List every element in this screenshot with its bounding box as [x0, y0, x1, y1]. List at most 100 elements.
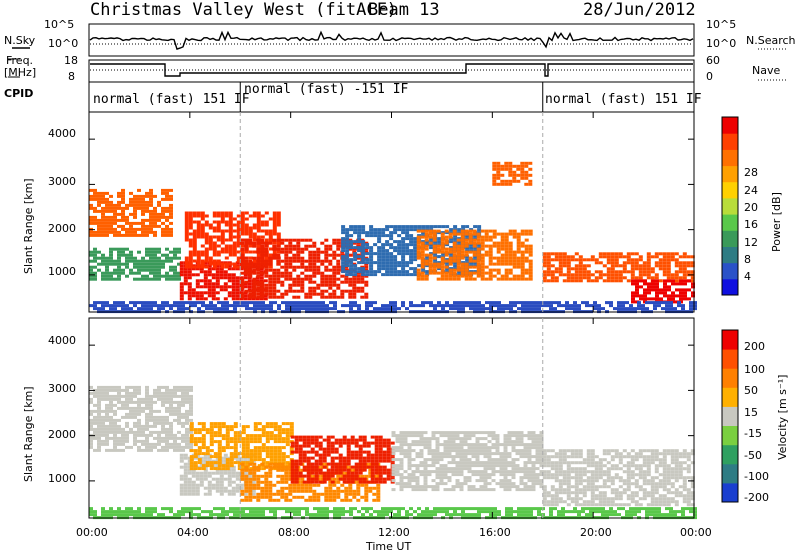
velocity-band-cell-3 [268, 480, 273, 484]
power-band-cell-6 [492, 232, 497, 236]
velocity-band-cell-5 [459, 437, 464, 441]
power-band-cell-8 [670, 252, 675, 256]
power-band-cell-4 [280, 295, 285, 299]
velocity-band-cell-2 [253, 434, 258, 438]
velocity-band-cell-5 [479, 437, 484, 441]
velocity-band-cell-0 [101, 421, 105, 425]
velocity-band-cell-2 [225, 434, 230, 438]
velocity-band-cell-5 [487, 467, 492, 471]
power-band-cell-4 [268, 277, 273, 281]
power-band-cell-4 [268, 256, 273, 260]
power-band-cell-3 [240, 229, 245, 233]
velocity-band-cell-4 [298, 435, 303, 439]
power-band-cell-1 [101, 277, 105, 281]
power-band-cell-2 [231, 267, 236, 271]
power-band-cell-8 [622, 264, 627, 268]
power-band-cell-6 [484, 232, 489, 236]
velocity-band-cell-5 [399, 464, 404, 468]
power-band-cell-6 [496, 277, 501, 281]
power-band-cell-1 [93, 253, 97, 257]
power-band-cell-6 [448, 247, 453, 251]
power-band-cell-4 [300, 265, 305, 269]
power-band-cell-5 [381, 261, 386, 265]
power-band-cell-6 [476, 265, 481, 269]
velocity-band-cell-5 [427, 470, 432, 474]
power-band-cell-4 [264, 283, 269, 287]
power-band-cell-4 [312, 244, 317, 248]
velocity-band-cell-0 [117, 418, 121, 422]
power-band-cell-10 [257, 301, 261, 305]
power-band-cell-3 [236, 244, 241, 248]
power-band-cell-3 [196, 253, 201, 257]
velocity-band-cell-0 [137, 391, 141, 395]
velocity-band-cell-0 [173, 409, 177, 413]
power-band-cell-5 [389, 234, 394, 238]
velocity-band-cell-4 [334, 438, 339, 442]
power-band-cell-8 [550, 276, 555, 280]
power-band-cell-2 [231, 276, 236, 280]
power-band-cell-1 [133, 277, 137, 281]
velocity-band-cell-5 [447, 440, 452, 444]
power-band-cell-10 [177, 304, 181, 308]
power-band-cell-6 [488, 262, 493, 266]
power-band-cell-9 [635, 294, 639, 298]
power-band-cell-4 [260, 253, 265, 257]
power-band-cell-2 [195, 273, 200, 277]
velocity-band-cell-3 [316, 483, 321, 487]
power-band-cell-0 [117, 200, 121, 204]
power-band-cell-5 [369, 252, 374, 256]
power-band-cell-1 [157, 262, 161, 266]
power-band-cell-3 [204, 256, 209, 260]
velocity-band-cell-5 [471, 452, 476, 456]
power-band-cell-10 [525, 301, 529, 305]
power-band-cell-10 [641, 307, 645, 311]
power-band-cell-2 [211, 285, 216, 289]
power-band-cell-3 [220, 220, 225, 224]
power-band-cell-8 [678, 255, 683, 259]
velocity-band-cell-2 [189, 437, 194, 441]
velocity-band-cell-4 [350, 441, 355, 445]
power-band-cell-4 [316, 283, 321, 287]
power-band-cell-10 [533, 307, 537, 311]
power-band-cell-6 [432, 262, 437, 266]
velocity-band-cell-4 [346, 477, 351, 481]
velocity-band-cell-5 [431, 431, 436, 435]
velocity-band-cell-0 [129, 397, 133, 401]
power-band-cell-4 [276, 280, 281, 284]
power-band-cell-0 [169, 212, 173, 216]
power-band-cell-4 [260, 244, 265, 248]
velocity-band-cell-1 [203, 456, 208, 460]
velocity-band-cell-2 [265, 434, 270, 438]
power-band-cell-4 [276, 262, 281, 266]
power-band-cell-8 [634, 252, 639, 256]
power-band-cell-9 [647, 297, 651, 301]
power-band-cell-10 [225, 304, 229, 308]
power-band-cell-6 [460, 253, 465, 257]
velocity-band-cell-5 [479, 452, 484, 456]
power-band-cell-6 [504, 256, 509, 260]
power-band-cell-6 [480, 256, 485, 260]
power-band-cell-2 [235, 288, 240, 292]
velocity-band-cell-3 [288, 477, 293, 481]
velocity-band-cell-0 [133, 436, 137, 440]
power-band-cell-10 [381, 304, 385, 308]
power-band-cell-4 [352, 295, 357, 299]
power-band-cell-4 [248, 241, 253, 245]
power-band-cell-10 [297, 304, 301, 308]
velocity-band-cell-5 [423, 476, 428, 480]
velocity-band-cell-1 [207, 480, 212, 484]
power-band-cell-4 [340, 250, 345, 254]
power-band-cell-4 [296, 253, 301, 257]
velocity-band-cell-2 [269, 446, 274, 450]
power-band-cell-4 [328, 295, 333, 299]
velocity-band-cell-3 [364, 483, 369, 487]
velocity-band-cell-0 [89, 442, 93, 446]
power-band-cell-6 [444, 241, 449, 245]
power-band-cell-10 [441, 304, 445, 308]
power-band-cell-2 [191, 267, 196, 271]
power-band-cell-5 [365, 231, 370, 235]
power-band-cell-7 [496, 164, 501, 168]
velocity-band-cell-3 [364, 474, 369, 478]
velocity-band-cell-2 [269, 449, 274, 453]
velocity-band-cell-5 [431, 458, 436, 462]
